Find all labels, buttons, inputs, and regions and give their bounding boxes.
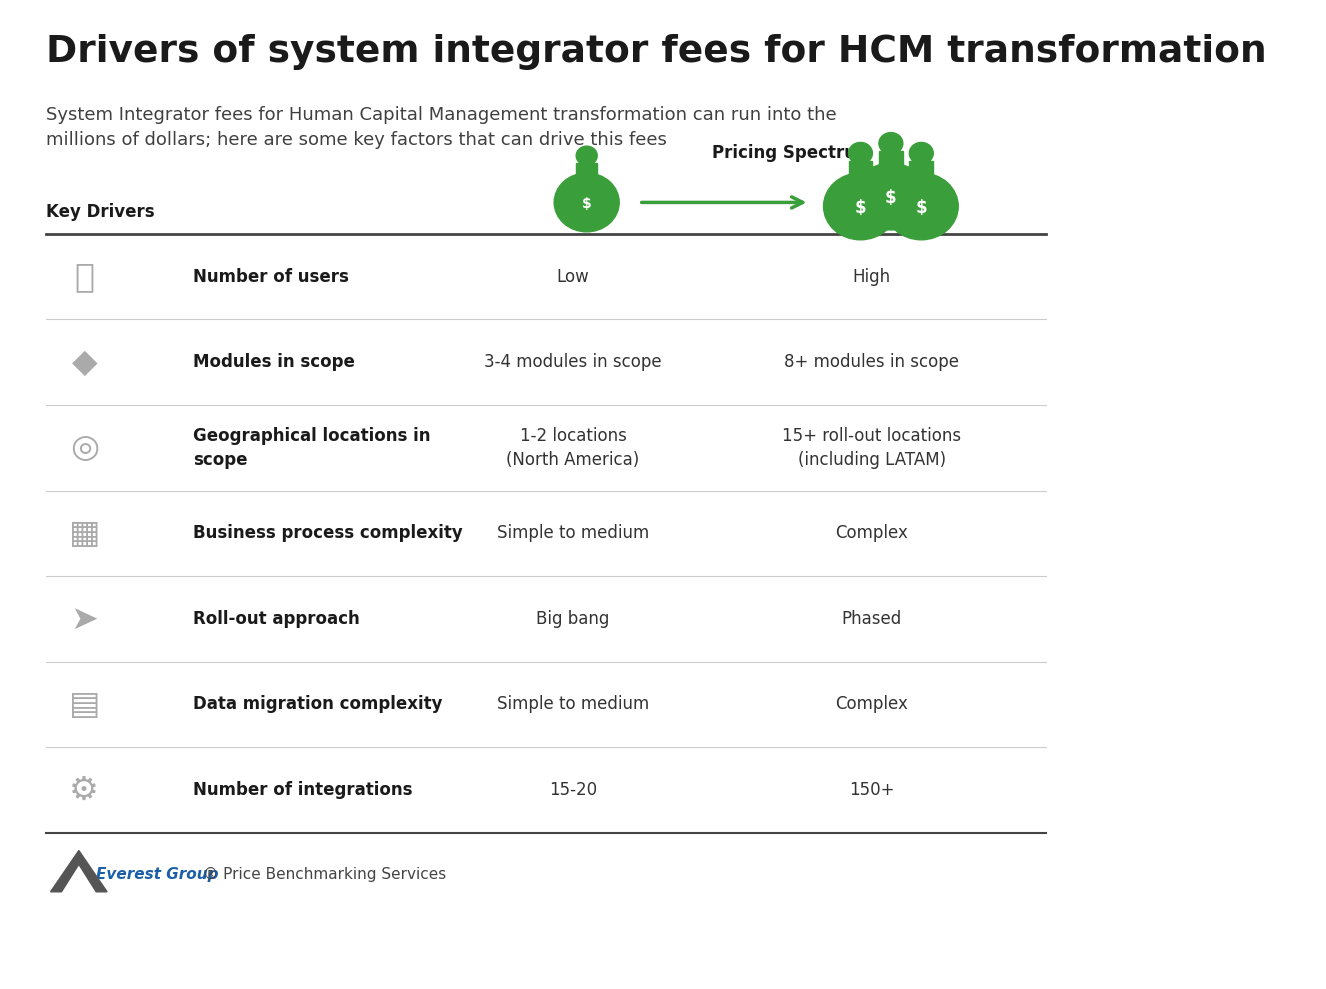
Text: Big bang: Big bang (537, 610, 610, 628)
Text: Complex: Complex (835, 695, 908, 713)
Text: ⛹: ⛹ (74, 260, 94, 293)
Text: Complex: Complex (835, 524, 908, 542)
Text: Number of integrations: Number of integrations (192, 781, 412, 799)
Circle shape (879, 133, 903, 154)
Circle shape (910, 142, 934, 164)
Text: Low: Low (557, 268, 590, 286)
Text: High: High (853, 268, 891, 286)
Text: ▤: ▤ (69, 688, 99, 721)
Text: Geographical locations in
scope: Geographical locations in scope (192, 427, 431, 469)
Text: $: $ (884, 190, 896, 208)
Text: Data migration complexity: Data migration complexity (192, 695, 443, 713)
Text: 15-20: 15-20 (549, 781, 597, 799)
Text: 3-4 modules in scope: 3-4 modules in scope (484, 353, 662, 371)
Text: Business process complexity: Business process complexity (192, 524, 463, 542)
Text: ® Price Benchmarking Services: ® Price Benchmarking Services (203, 866, 446, 881)
Circle shape (854, 163, 928, 230)
Text: 1-2 locations
(North America): 1-2 locations (North America) (507, 427, 639, 469)
Text: System Integrator fees for Human Capital Management transformation can run into : System Integrator fees for Human Capital… (46, 106, 837, 149)
Polygon shape (50, 851, 107, 892)
Text: 150+: 150+ (849, 781, 895, 799)
Text: $: $ (915, 200, 927, 218)
Circle shape (554, 173, 619, 231)
Text: $: $ (582, 198, 591, 212)
Circle shape (849, 142, 873, 164)
Circle shape (884, 173, 959, 239)
Text: Key Drivers: Key Drivers (46, 204, 155, 222)
Text: Simple to medium: Simple to medium (497, 524, 650, 542)
Bar (879, 151, 903, 169)
Text: Everest Group: Everest Group (97, 866, 219, 881)
Text: ⚙: ⚙ (69, 773, 99, 806)
Text: Pricing Spectrum: Pricing Spectrum (712, 143, 874, 161)
Text: Phased: Phased (842, 610, 902, 628)
Text: 15+ roll-out locations
(including LATAM): 15+ roll-out locations (including LATAM) (782, 427, 961, 469)
Text: Simple to medium: Simple to medium (497, 695, 650, 713)
Text: Number of users: Number of users (192, 268, 349, 286)
Text: ◎: ◎ (70, 431, 99, 464)
Bar (577, 162, 597, 178)
Text: 8+ modules in scope: 8+ modules in scope (785, 353, 960, 371)
Bar (910, 161, 934, 179)
Circle shape (823, 173, 898, 239)
Text: ▦: ▦ (69, 517, 99, 550)
Text: ◆: ◆ (72, 346, 97, 379)
Circle shape (577, 146, 597, 165)
Text: $: $ (855, 200, 866, 218)
Bar (849, 161, 873, 179)
Text: ➤: ➤ (70, 602, 98, 635)
Text: Roll-out approach: Roll-out approach (192, 610, 359, 628)
Text: Drivers of system integrator fees for HCM transformation: Drivers of system integrator fees for HC… (46, 35, 1266, 70)
Text: Modules in scope: Modules in scope (192, 353, 355, 371)
